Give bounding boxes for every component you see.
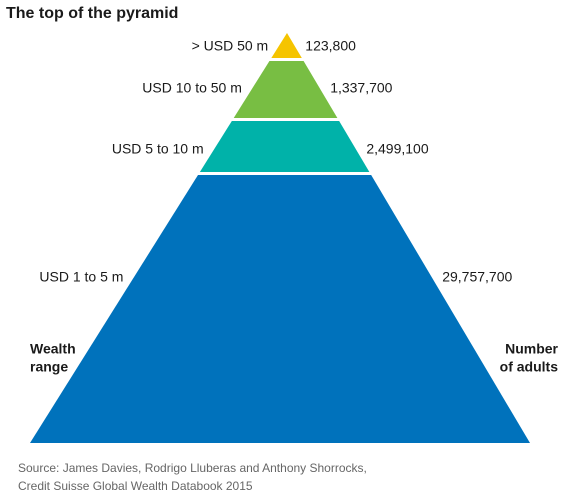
source: Credit Suisse Global Wealth Databook 201… [18, 479, 253, 493]
right-label: of adults [500, 359, 559, 375]
pyramid-tier [199, 121, 370, 172]
adult-count: 2,499,100 [366, 141, 428, 157]
adult-count: 1,337,700 [330, 80, 392, 96]
wealth-range: USD 1 to 5 m [39, 269, 123, 285]
left-label: range [30, 359, 68, 375]
pyramid-tier [30, 175, 530, 443]
title: The top of the pyramid [6, 5, 178, 22]
pyramid-tier [233, 61, 338, 118]
pyramid-tier [271, 33, 302, 58]
adult-count: 29,757,700 [442, 269, 512, 285]
wealth-range: USD 10 to 50 m [142, 80, 242, 96]
adult-count: 123,800 [305, 38, 356, 54]
wealth-range: > USD 50 m [192, 38, 269, 54]
left-label: Wealth [30, 341, 76, 357]
wealth-range: USD 5 to 10 m [112, 141, 204, 157]
right-label: Number [505, 341, 558, 357]
source: Source: James Davies, Rodrigo Lluberas a… [18, 461, 367, 475]
